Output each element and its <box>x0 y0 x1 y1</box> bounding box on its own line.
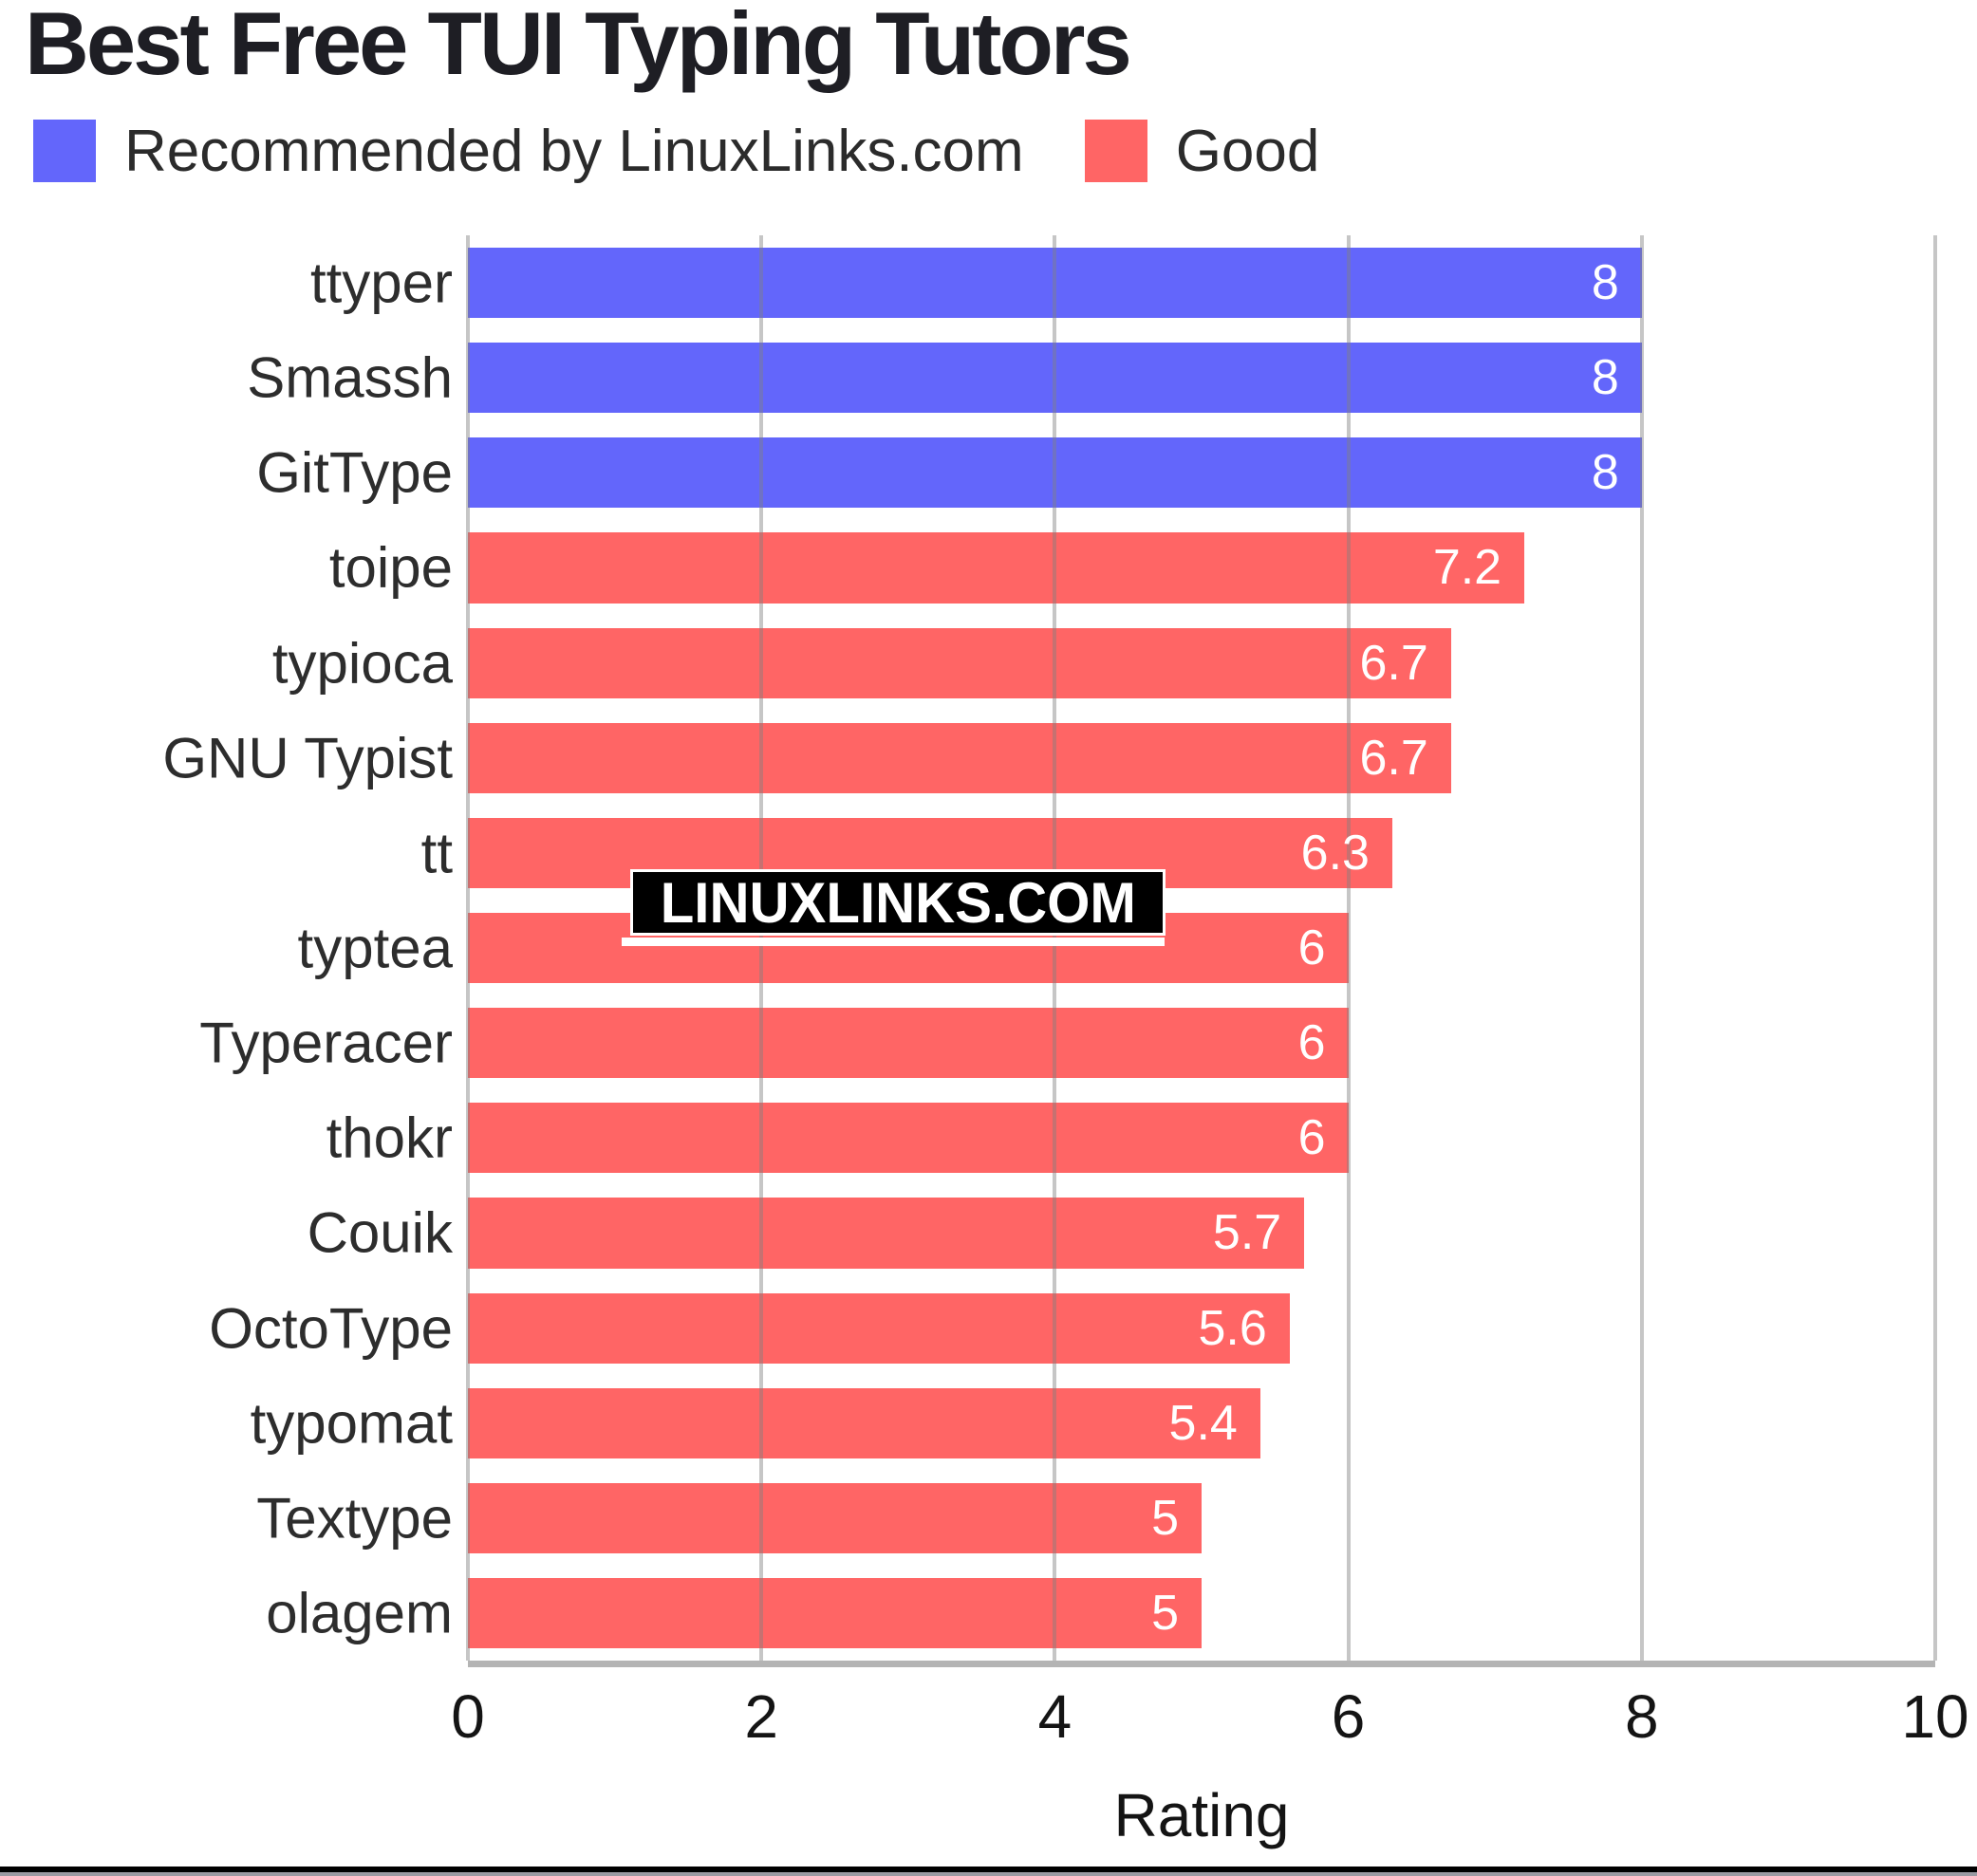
watermark: LINUXLINKS.COM <box>622 869 1166 946</box>
bar-value-label: 5.7 <box>1212 1205 1282 1261</box>
category-label: GitType <box>256 440 453 505</box>
category-label: Textype <box>256 1486 453 1551</box>
legend-label-good: Good <box>1175 118 1320 184</box>
category-label: ttyper <box>309 251 453 315</box>
rating-bar: 6.7 <box>468 627 1451 698</box>
category-label: OctoType <box>209 1296 453 1361</box>
bar-row: typioca 6.7 <box>272 616 1935 711</box>
x-axis-ticks: 0 2 4 6 8 10 <box>451 1681 1968 1757</box>
legend-swatch-good-icon <box>1084 120 1147 182</box>
footer-rule <box>0 1867 1977 1876</box>
bar-value-label: 6.7 <box>1359 635 1428 691</box>
bar-value-label: 6 <box>1297 1015 1326 1071</box>
legend-item-recommended: Recommended by LinuxLinks.com <box>33 118 1024 185</box>
rating-bar: 5 <box>468 1577 1202 1649</box>
rating-bar: 8 <box>468 343 1642 414</box>
bar-value-label: 8 <box>1591 445 1619 501</box>
bar-value-label: 6 <box>1297 920 1326 976</box>
bar-row: GitType 8 <box>256 425 1935 520</box>
x-tick-label: 4 <box>1037 1682 1072 1751</box>
rating-bar: 5.6 <box>468 1292 1290 1364</box>
category-label: GNU Typist <box>162 726 453 790</box>
bar-value-label: 8 <box>1591 350 1619 406</box>
bar-row: Couik 5.7 <box>308 1185 1935 1280</box>
rating-bar: 6 <box>468 1008 1349 1079</box>
rating-bar: 5.4 <box>468 1387 1260 1458</box>
bars-container: ttyper 8 Smassh 8 GitType 8 toipe 7.2 ty… <box>162 235 1935 1661</box>
rating-bar: 8 <box>468 248 1642 319</box>
watermark-text: LINUXLINKS.COM <box>660 870 1136 935</box>
rating-bar: 5.7 <box>468 1198 1305 1269</box>
category-label: tt <box>420 821 453 885</box>
bar-row: toipe 7.2 <box>329 520 1935 615</box>
bar-value-label: 5.6 <box>1198 1300 1267 1356</box>
x-axis-title: Rating <box>1113 1781 1290 1849</box>
x-tick-label: 8 <box>1625 1682 1659 1751</box>
legend: Recommended by LinuxLinks.com Good <box>33 118 1319 184</box>
rating-bar: 6.7 <box>468 722 1451 793</box>
bar-value-label: 6.3 <box>1300 825 1370 881</box>
bar-value-label: 6.7 <box>1359 730 1428 786</box>
category-label: toipe <box>328 535 453 600</box>
bar-value-label: 5 <box>1151 1586 1179 1642</box>
bar-value-label: 5.4 <box>1168 1395 1238 1451</box>
x-tick-label: 0 <box>451 1682 485 1751</box>
plot-area: ttyper 8 Smassh 8 GitType 8 toipe 7.2 ty… <box>162 235 1937 1667</box>
category-label: typomat <box>250 1391 453 1456</box>
bar-row: olagem 5 <box>266 1566 1935 1661</box>
rating-bar: 5 <box>468 1482 1202 1553</box>
category-label: olagem <box>266 1581 453 1645</box>
bar-value-label: 8 <box>1591 255 1619 311</box>
x-tick-label: 10 <box>1901 1682 1969 1751</box>
bar-row: Textype 5 <box>256 1471 1935 1566</box>
bar-row: typomat 5.4 <box>251 1376 1935 1471</box>
chart-title: Best Free TUI Typing Tutors <box>25 0 1132 93</box>
bar-row: Smassh 8 <box>247 330 1935 425</box>
category-label: Couik <box>307 1200 453 1265</box>
bar-value-label: 5 <box>1151 1490 1179 1546</box>
category-label: typioca <box>271 631 453 696</box>
x-tick-label: 2 <box>744 1682 778 1751</box>
category-label: thokr <box>326 1105 453 1170</box>
legend-swatch-recommended-icon <box>33 120 96 182</box>
rating-bar: 7.2 <box>468 532 1525 604</box>
bar-row: ttyper 8 <box>310 235 1935 330</box>
category-label: Smassh <box>247 345 453 410</box>
bar-row: OctoType 5.6 <box>209 1281 1935 1376</box>
bar-row: Typeracer 6 <box>199 995 1935 1090</box>
bar-row: thokr 6 <box>326 1090 1935 1185</box>
bar-value-label: 6 <box>1297 1110 1326 1166</box>
legend-label-recommended: Recommended by LinuxLinks.com <box>124 118 1024 184</box>
rating-bar: 6 <box>468 1103 1349 1174</box>
bar-row: GNU Typist 6.7 <box>162 711 1935 806</box>
legend-item-good: Good <box>1084 118 1320 185</box>
category-label: typtea <box>297 916 453 980</box>
rating-bar: 8 <box>468 437 1642 509</box>
bar-row: typtea 6 <box>298 901 1935 995</box>
x-tick-label: 6 <box>1331 1682 1366 1751</box>
bar-value-label: 7.2 <box>1432 540 1502 596</box>
category-label: Typeracer <box>199 1011 453 1075</box>
